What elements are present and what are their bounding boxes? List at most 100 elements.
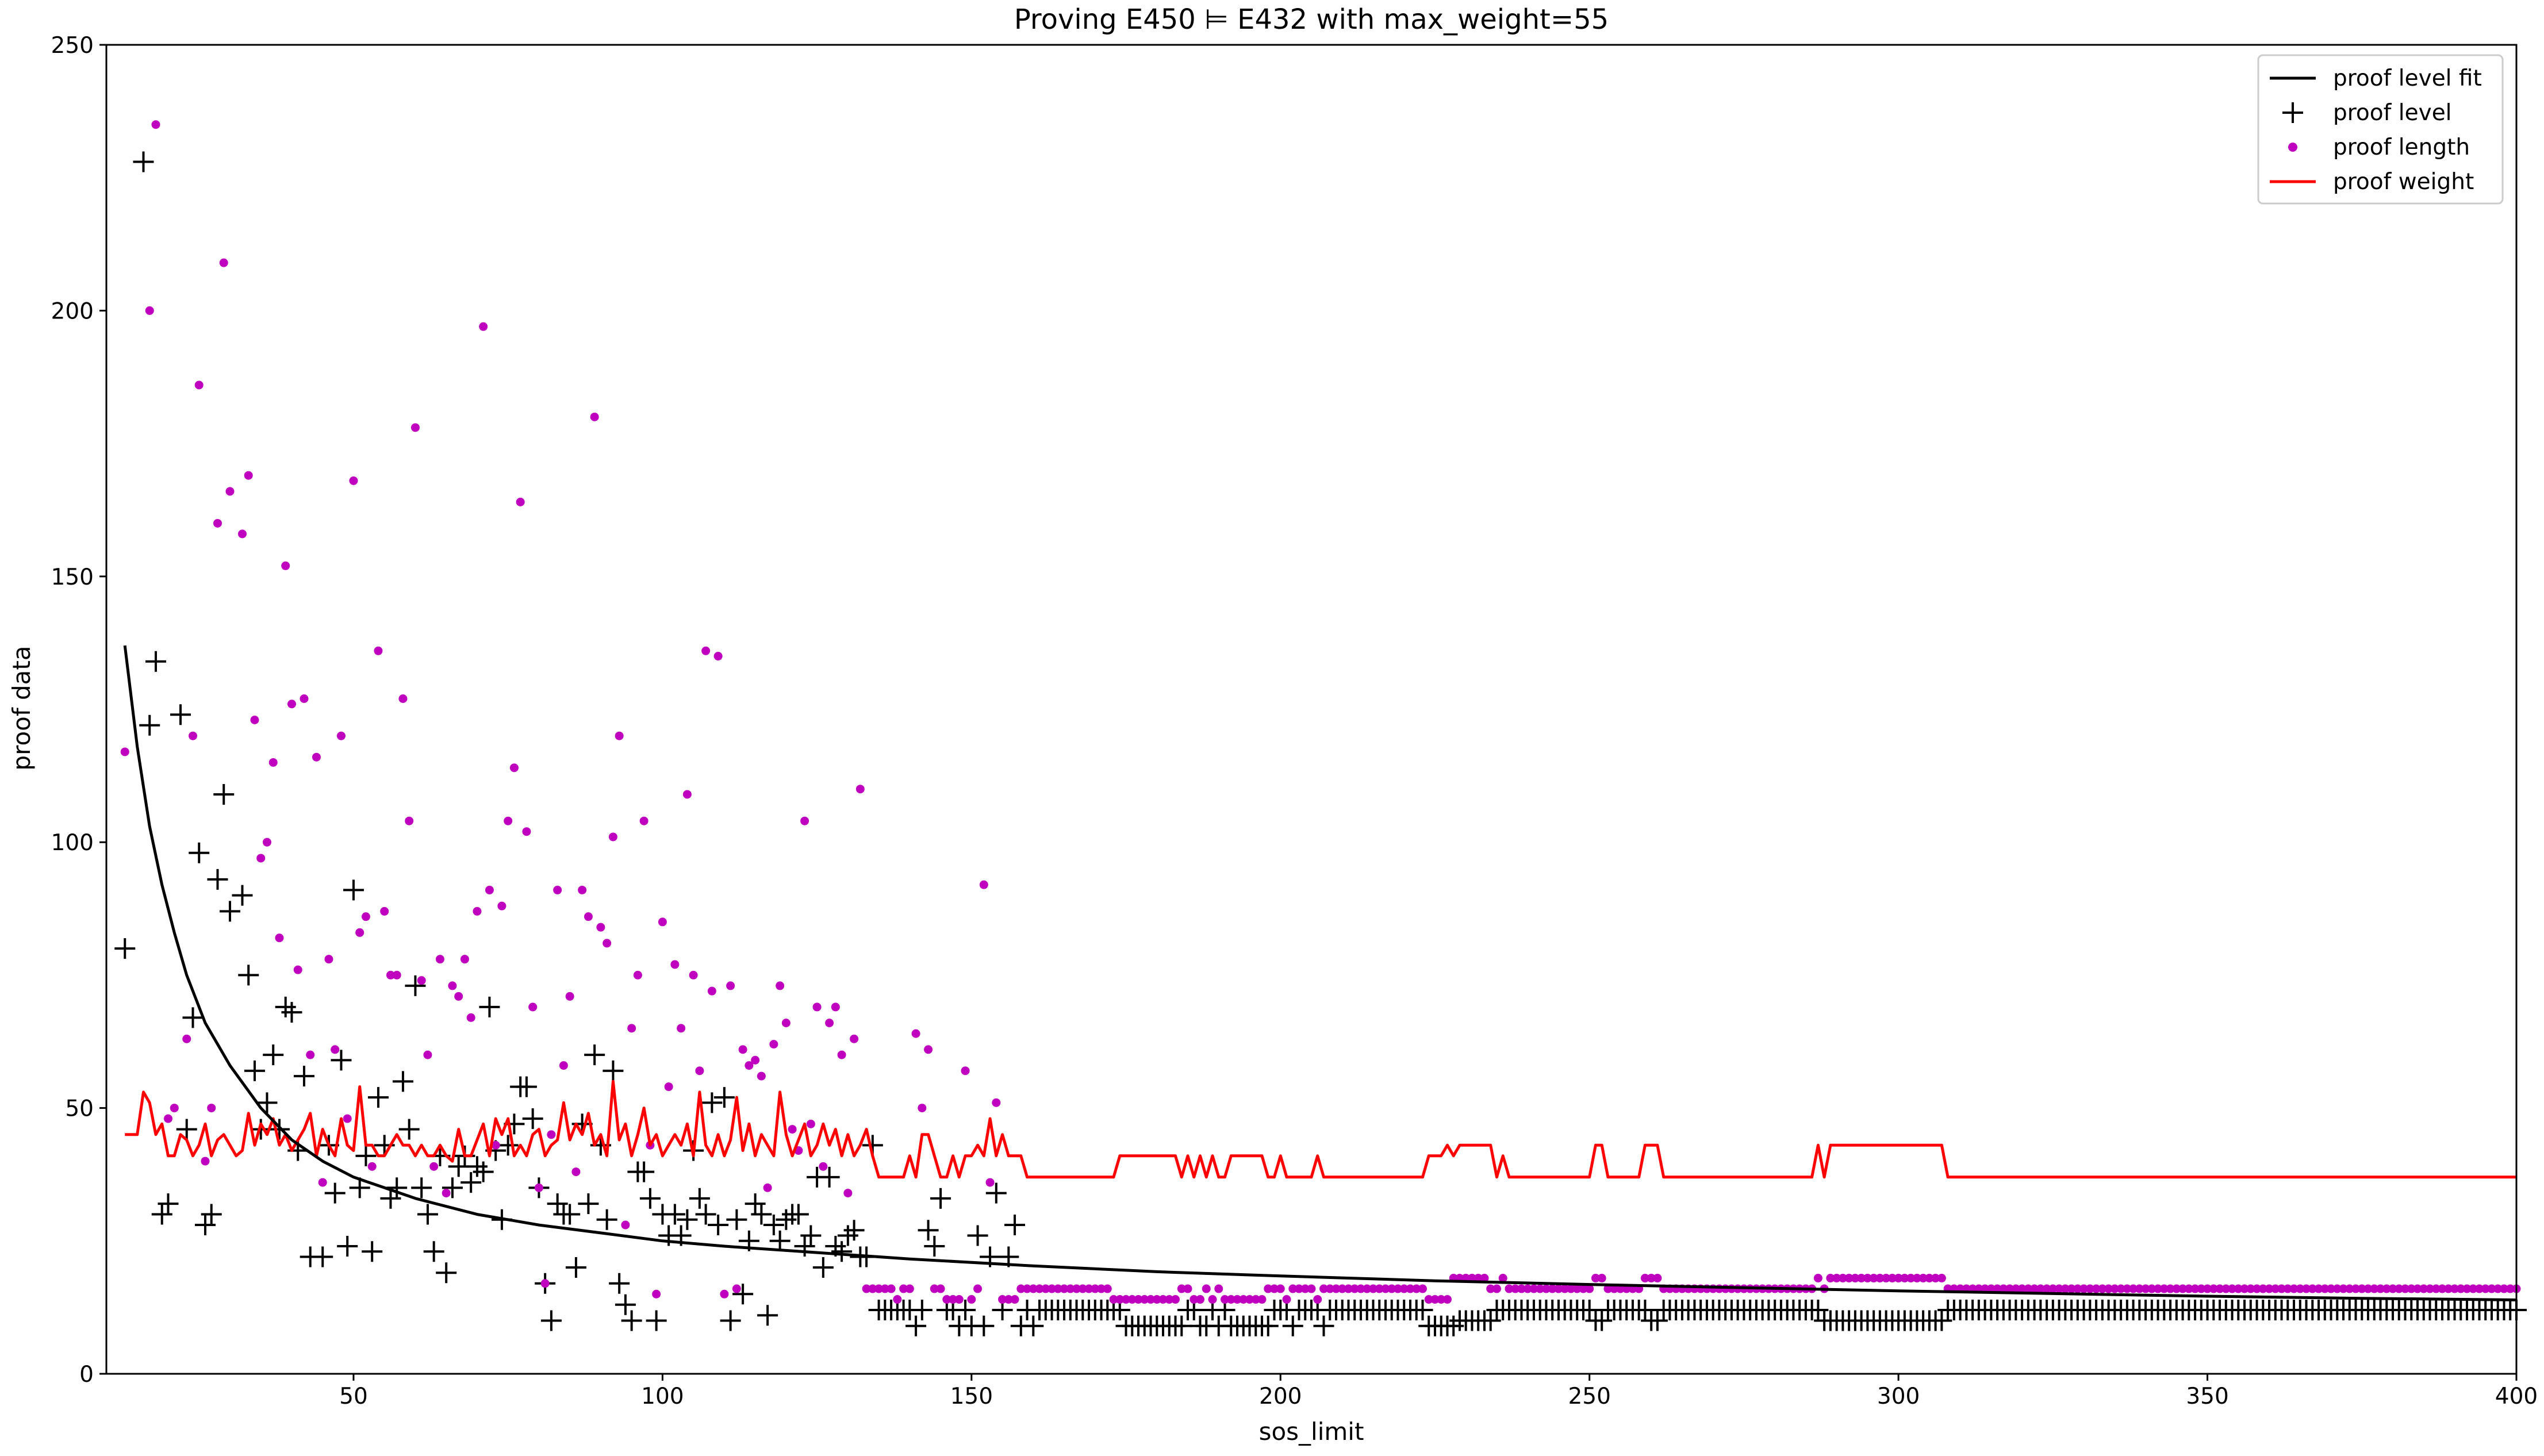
- proof-length-marker: [1078, 1284, 1087, 1293]
- proof-level-marker: [423, 1241, 444, 1262]
- proof-length-marker: [522, 827, 531, 836]
- proof-level-marker: [1257, 1315, 1279, 1336]
- proof-length-marker: [1356, 1284, 1365, 1293]
- proof-level-marker: [1931, 1310, 1952, 1331]
- proof-length-marker: [1251, 1295, 1260, 1304]
- proof-length-marker: [2363, 1284, 2373, 1293]
- proof-level-marker: [1313, 1315, 1334, 1336]
- y-tick-label: 250: [51, 33, 94, 59]
- proof-length-marker: [343, 1114, 352, 1123]
- proof-length-marker: [608, 832, 617, 842]
- proof-length-marker: [534, 1183, 543, 1192]
- proof-length-marker: [454, 992, 463, 1001]
- proof-length-marker-group: [120, 120, 2521, 1304]
- proof-length-marker: [2129, 1284, 2138, 1293]
- proof-length-marker: [553, 885, 562, 894]
- proof-length-marker: [2332, 1284, 2342, 1293]
- proof-length-marker: [2500, 1284, 2509, 1293]
- proof-length-marker: [2493, 1284, 2503, 1293]
- proof-length-marker: [1474, 1274, 1483, 1283]
- proof-length-marker: [677, 1024, 686, 1033]
- proof-length-marker: [1332, 1284, 1341, 1293]
- proof-length-marker: [1572, 1284, 1582, 1293]
- proof-length-marker: [1492, 1284, 1501, 1293]
- chart-title: Proving E450 ⊨ E432 with max_weight=55: [1014, 3, 1609, 36]
- proof-length-marker: [701, 646, 711, 655]
- proof-length-marker: [2234, 1284, 2243, 1293]
- proof-level-marker: [386, 1177, 408, 1198]
- proof-level-marker: [639, 1188, 661, 1209]
- proof-length-marker: [868, 1284, 877, 1293]
- proof-length-marker: [682, 790, 692, 799]
- proof-length-marker: [1412, 1284, 1421, 1293]
- proof-level-marker: [114, 938, 136, 959]
- proof-level-marker: [713, 1087, 735, 1108]
- proof-length-marker: [145, 306, 154, 315]
- proof-level-marker: [763, 1215, 784, 1236]
- proof-level-marker: [176, 1119, 197, 1140]
- proof-length-marker: [163, 1114, 172, 1123]
- proof-level-marker: [819, 1166, 840, 1188]
- proof-length-marker: [2345, 1284, 2354, 1293]
- proof-level-marker: [263, 1044, 284, 1066]
- proof-length-marker: [2042, 1284, 2051, 1293]
- proof-length-marker: [201, 1157, 210, 1166]
- proof-length-marker: [2036, 1284, 2045, 1293]
- proof-length-marker: [949, 1295, 958, 1304]
- proof-level-marker: [448, 1156, 469, 1177]
- proof-level-marker: [436, 1262, 457, 1284]
- proof-length-marker: [918, 1104, 927, 1113]
- proof-length-marker: [528, 1002, 538, 1012]
- legend-box: [2257, 54, 2504, 205]
- proof-length-marker: [213, 518, 222, 528]
- proof-level-marker: [745, 1193, 766, 1215]
- proof-length-marker: [547, 1130, 556, 1139]
- proof-length-marker: [2388, 1284, 2397, 1293]
- proof-length-marker: [1887, 1274, 1897, 1283]
- proof-length-marker: [1986, 1284, 1996, 1293]
- proof-level-marker: [343, 879, 364, 901]
- proof-length-marker: [1925, 1274, 1934, 1283]
- proof-length-marker: [2376, 1284, 2385, 1293]
- proof-length-marker: [1350, 1284, 1359, 1293]
- proof-level-marker: [232, 885, 253, 906]
- proof-level-marker: [1004, 1215, 1026, 1236]
- legend-label-proof-weight: proof weight: [2333, 169, 2474, 195]
- proof-length-marker: [324, 955, 333, 964]
- proof-level-marker: [1282, 1315, 1303, 1336]
- proof-length-marker: [2024, 1284, 2033, 1293]
- proof-level-marker: [293, 1066, 314, 1087]
- proof-length-marker: [707, 986, 716, 996]
- proof-length-marker: [237, 529, 247, 539]
- proof-length-marker: [1418, 1284, 1427, 1293]
- proof-level-marker: [565, 1257, 586, 1278]
- proof-length-marker: [1146, 1295, 1156, 1304]
- proof-length-marker: [776, 981, 785, 990]
- proof-level-marker: [522, 1108, 543, 1130]
- proof-length-marker: [268, 758, 278, 767]
- proof-level-marker: [151, 1204, 172, 1225]
- proof-length-marker: [1363, 1284, 1372, 1293]
- proof-length-marker: [435, 955, 444, 964]
- proof-length-marker: [1406, 1284, 1415, 1293]
- proof-length-marker: [1560, 1284, 1570, 1293]
- proof-length-marker: [1177, 1284, 1186, 1293]
- proof-length-marker: [769, 1040, 778, 1049]
- proof-length-marker: [182, 1034, 191, 1043]
- proof-length-marker: [1505, 1284, 1514, 1293]
- proof-level-marker: [732, 1284, 754, 1305]
- proof-length-marker: [1813, 1274, 1822, 1283]
- proof-length-marker: [1900, 1274, 1909, 1283]
- proof-length-marker: [942, 1295, 951, 1304]
- proof-level-marker: [559, 1204, 581, 1225]
- proof-length-marker: [405, 816, 414, 825]
- proof-length-marker: [256, 854, 266, 863]
- proof-level-marker: [930, 1188, 951, 1209]
- proof-length-marker: [1196, 1295, 1205, 1304]
- proof-length-marker: [2141, 1284, 2150, 1293]
- proof-length-marker: [2327, 1284, 2336, 1293]
- proof-length-marker: [726, 981, 735, 990]
- proof-length-marker: [621, 1220, 630, 1230]
- proof-level-marker: [170, 704, 191, 725]
